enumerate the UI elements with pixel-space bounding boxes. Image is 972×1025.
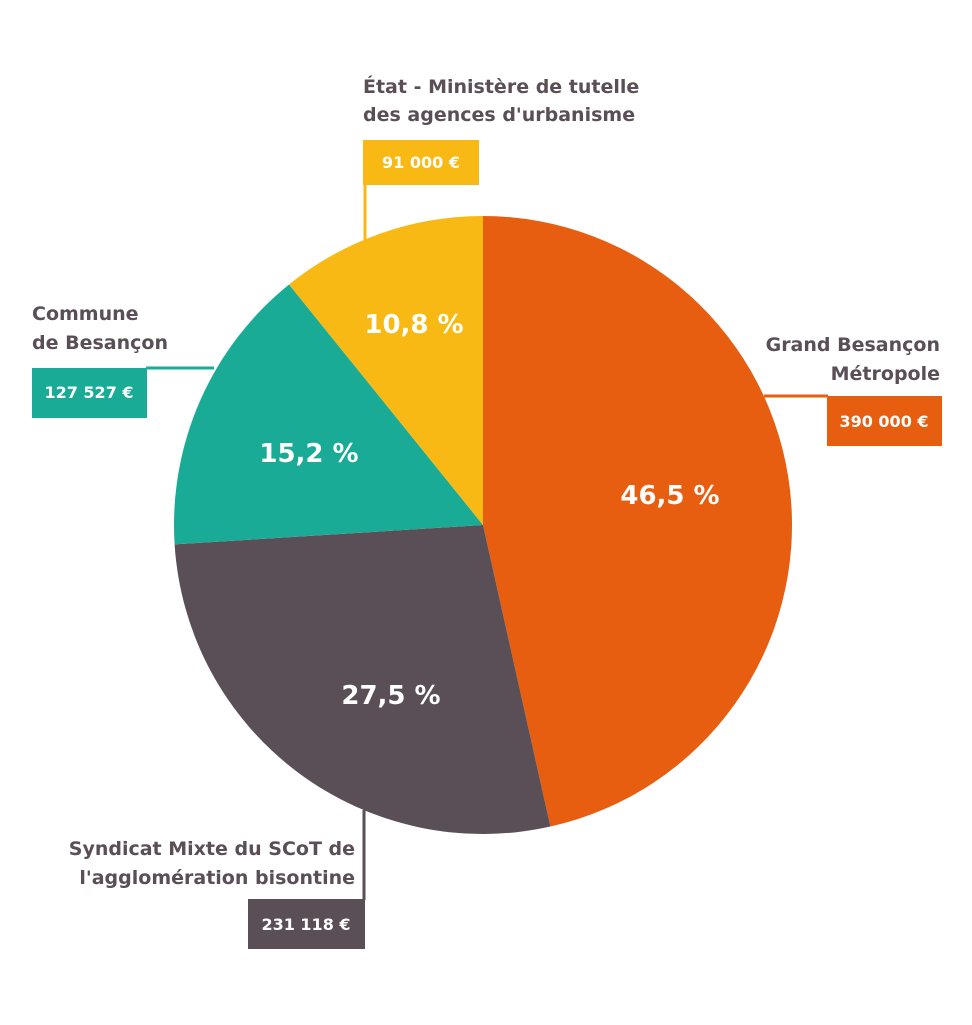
amount-etat: 91 000 € xyxy=(382,153,460,172)
pie-slice-commune-besancon xyxy=(174,284,484,545)
pie-slice-etat xyxy=(289,216,483,525)
amount-commune-besancon: 127 527 € xyxy=(44,383,133,402)
percent-label-syndicat-scot: 27,5 % xyxy=(341,681,440,711)
slice-label-syndicat-scot: Syndicat Mixte du SCoT de l'agglomératio… xyxy=(69,838,365,949)
label-commune-line-2: de Besançon xyxy=(32,332,168,354)
pie-slice-syndicat-scot xyxy=(174,525,551,835)
percent-label-etat: 10,8 % xyxy=(364,310,463,340)
label-grand-besancon-line-2: Métropole xyxy=(831,363,940,385)
label-syndicat-line-2: l'agglomération bisontine xyxy=(79,867,355,889)
slice-label-grand-besancon: Grand Besançon Métropole 390 000 € xyxy=(766,334,942,446)
pie-slices xyxy=(174,216,793,835)
pie-slice-grand-besancon xyxy=(483,216,793,827)
slice-label-commune-besancon: Commune de Besançon 127 527 € xyxy=(32,303,168,418)
percent-label-commune-besancon: 15,2 % xyxy=(259,439,358,469)
label-etat-line-2: des agences d'urbanisme xyxy=(363,104,635,126)
label-commune-line-1: Commune xyxy=(32,303,139,325)
label-syndicat-line-1: Syndicat Mixte du SCoT de xyxy=(69,838,355,860)
label-grand-besancon-line-1: Grand Besançon xyxy=(766,334,940,356)
amount-box-syndicat-scot xyxy=(248,899,365,949)
amount-box-grand-besancon xyxy=(827,396,942,446)
slice-label-etat: État - Ministère de tutelle des agences … xyxy=(363,75,639,185)
percent-label-grand-besancon: 46,5 % xyxy=(620,481,719,511)
label-etat-line-1: État - Ministère de tutelle xyxy=(363,75,639,98)
amount-grand-besancon: 390 000 € xyxy=(839,412,928,431)
amount-box-commune-besancon xyxy=(32,368,147,418)
amount-syndicat-scot: 231 118 € xyxy=(261,915,350,934)
amount-box-etat xyxy=(363,140,479,185)
